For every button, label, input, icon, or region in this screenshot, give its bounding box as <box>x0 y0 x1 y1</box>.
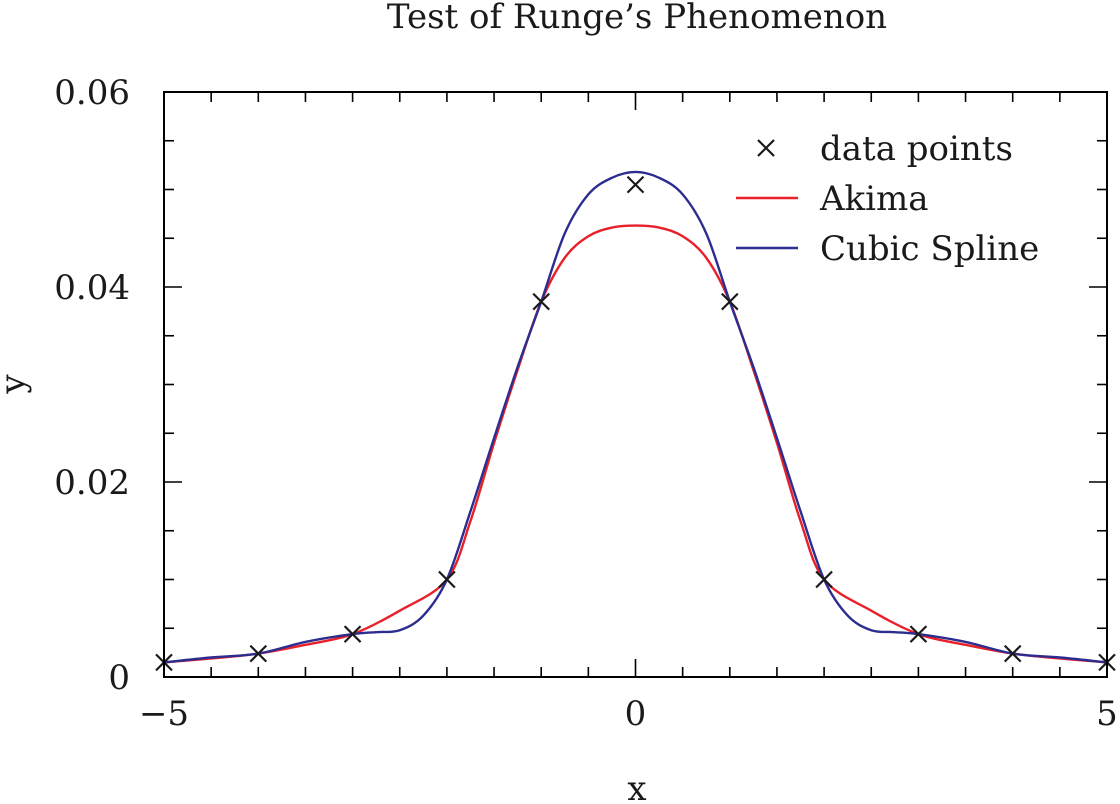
legend-marker-data-points <box>757 139 775 157</box>
y-axis-label: y <box>0 374 33 395</box>
x-tick-label: 5 <box>1096 694 1118 734</box>
data-point-marker <box>626 175 645 194</box>
data-point-marker <box>815 570 833 589</box>
legend-label-akima: Akima <box>819 179 929 219</box>
plot-frame <box>163 91 1108 678</box>
legend-label-data-points: data points <box>820 129 1013 169</box>
data-point-marker <box>1003 644 1022 663</box>
series-line-cubic-spline <box>163 170 1108 664</box>
series-line-akima <box>163 224 1108 664</box>
legend: data points Akima Cubic Spline <box>736 129 1039 269</box>
x-axis-label: x <box>627 769 646 804</box>
y-tick-label: 0.04 <box>54 268 130 308</box>
chart-title: Test of Runge’s Phenomenon <box>387 0 887 37</box>
data-point-marker <box>249 644 268 663</box>
data-point-marker <box>438 570 456 589</box>
y-tick-label: 0 <box>108 658 130 698</box>
legend-label-cubic-spline: Cubic Spline <box>820 229 1039 269</box>
data-point-marker <box>532 292 550 311</box>
x-tick-label: 0 <box>625 694 647 734</box>
y-tick-label: 0.06 <box>54 73 130 113</box>
data-point-marker <box>909 625 928 643</box>
y-tick-label: 0.02 <box>54 463 130 503</box>
axis-ticks <box>163 91 1108 678</box>
data-point-marker <box>343 625 362 643</box>
data-point-marker <box>721 292 739 311</box>
tick-labels: −5 0 500.020.040.06 <box>54 73 1118 734</box>
x-tick-label: −5 <box>139 694 189 734</box>
data-points-layer <box>155 175 1116 672</box>
series-layer <box>163 170 1108 664</box>
